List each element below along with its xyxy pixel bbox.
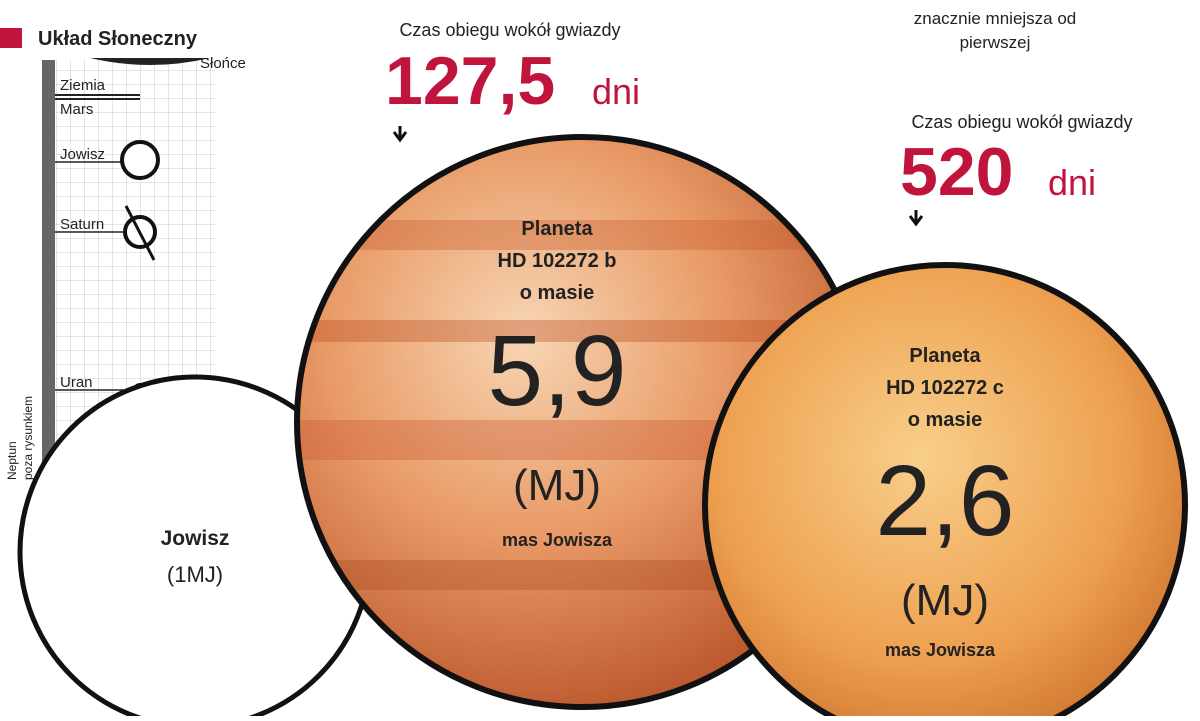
planet-name: Planeta <box>521 218 593 240</box>
neptune-note: Neptun poza rysunkiem <box>5 396 35 480</box>
note-line: znacznie mniejsza od <box>914 9 1077 28</box>
planet-label: Jowisz <box>60 146 105 163</box>
planet-label: Uran <box>60 374 93 391</box>
jupiter-small <box>120 140 160 180</box>
note-line: pierwszej <box>960 33 1031 52</box>
planet-label: Saturn <box>60 216 104 233</box>
orbit-unit: dni <box>592 71 640 112</box>
mass-caption: mas Jowisza <box>885 640 996 660</box>
sun-bar <box>42 60 55 480</box>
mass-unit: (MJ) <box>513 461 601 510</box>
sun-label: Słońce <box>200 55 246 72</box>
jupiter-mass: (1MJ) <box>167 562 223 587</box>
planet-mass: 2,6 <box>875 445 1014 557</box>
orbit-label: Czas obiegu wokół gwiazdy <box>911 112 1132 132</box>
planet-mass: 5,9 <box>487 315 626 427</box>
planet-name: Planeta <box>909 345 981 367</box>
planet-c <box>702 262 1188 721</box>
orbit-unit: dni <box>1048 162 1096 203</box>
title-marker <box>0 28 22 48</box>
svg-text:Neptun: Neptun <box>5 441 19 480</box>
arrow <box>392 126 408 143</box>
planet-name: HD 102272 b <box>498 250 617 272</box>
planet-name: o masie <box>520 282 594 304</box>
mass-caption: mas Jowisza <box>502 530 613 550</box>
orbit-value: 127,5 <box>385 43 555 119</box>
arrow <box>908 210 924 227</box>
svg-text:poza rysunkiem: poza rysunkiem <box>21 396 35 480</box>
orbit-label: Czas obiegu wokół gwiazdy <box>399 20 620 40</box>
orbit-value: 520 <box>900 134 1013 210</box>
planet-b-bands <box>297 220 867 590</box>
saturn-ring <box>124 205 156 261</box>
planet-name: o masie <box>908 409 982 431</box>
solar-title: Układ Słoneczny <box>38 28 198 50</box>
planet-label: Ziemia <box>60 77 106 94</box>
jupiter-name: Jowisz <box>161 527 230 550</box>
planet-label: Mars <box>60 101 93 118</box>
planet-name: HD 102272 c <box>886 377 1004 399</box>
mass-unit: (MJ) <box>901 576 989 625</box>
sun <box>90 58 210 65</box>
